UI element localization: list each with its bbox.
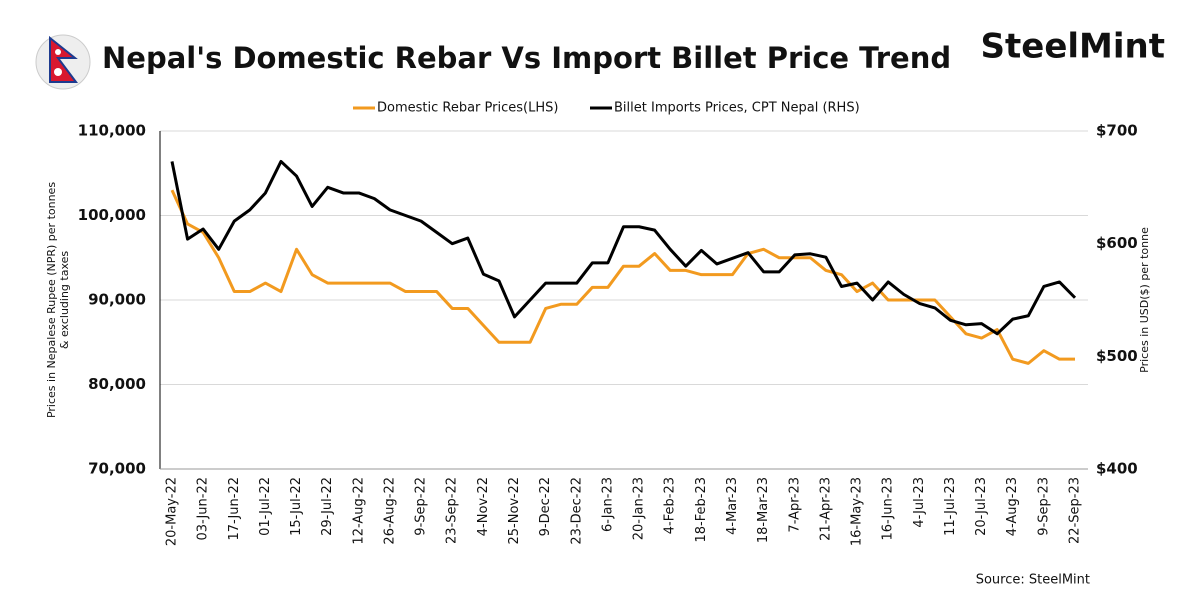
x-tick-label: 9-Sep-22 xyxy=(414,477,429,536)
y2-tick-label: $400 xyxy=(1096,460,1138,478)
x-tick-label: 4-Nov-22 xyxy=(476,477,491,536)
y-tick-label: 100,000 xyxy=(78,206,146,224)
y2-axis-title: Prices in USD($) per tonne xyxy=(1138,227,1151,373)
x-tick-label: 18-Mar-23 xyxy=(756,477,771,543)
y-tick-label: 70,000 xyxy=(88,460,146,478)
legend-label: Domestic Rebar Prices(LHS) xyxy=(377,101,558,116)
x-tick-label: 01-Jul-22 xyxy=(258,477,273,536)
x-tick-label: 03-Jun-22 xyxy=(196,477,211,541)
series-line xyxy=(170,159,1077,336)
x-tick-label: 26-Aug-22 xyxy=(382,477,397,545)
x-tick-label: 17-Jun-22 xyxy=(227,477,242,541)
x-tick-label: 18-Feb-23 xyxy=(694,477,709,542)
x-tick-label: 4-Feb-23 xyxy=(663,477,678,534)
x-tick-label: 20-Jan-23 xyxy=(632,477,647,540)
y-tick-label: 110,000 xyxy=(78,122,146,140)
y-tick-label: 90,000 xyxy=(88,291,146,309)
x-tick-label: 23-Sep-22 xyxy=(445,477,460,544)
x-tick-label: 22-Sep-23 xyxy=(1068,477,1083,544)
x-tick-label: 4-Aug-23 xyxy=(1005,477,1020,536)
x-tick-label: 9-Sep-23 xyxy=(1036,477,1051,536)
y2-tick-label: $600 xyxy=(1096,234,1138,252)
x-tick-label: 23-Dec-22 xyxy=(569,477,584,545)
source: Source: SteelMint xyxy=(976,573,1090,588)
x-tick-label: 11-Jul-23 xyxy=(943,477,958,536)
x-tick-label: 4-Mar-23 xyxy=(725,477,740,535)
y-tick-label: 80,000 xyxy=(88,375,146,393)
x-tick-label: 15-Jul-22 xyxy=(289,477,304,536)
y-axis-title: Prices in Nepalese Rupee (NPR) per tonne… xyxy=(45,182,71,418)
x-tick-label: 6-Jan-23 xyxy=(600,477,615,532)
x-tick-label: 25-Nov-22 xyxy=(507,477,522,545)
legend-label: Billet Imports Prices, CPT Nepal (RHS) xyxy=(614,101,860,116)
x-tick-label: 7-Apr-23 xyxy=(787,477,802,533)
x-tick-label: 21-Apr-23 xyxy=(818,477,833,541)
x-tick-label: 4-Jul-23 xyxy=(912,477,927,528)
x-tick-label: 12-Aug-22 xyxy=(351,477,366,545)
x-tick-label: 16-May-23 xyxy=(850,477,865,546)
y2-tick-label: $500 xyxy=(1096,347,1138,365)
nepal-flag xyxy=(35,34,91,90)
chart-title: Nepal's Domestic Rebar Vs Import Billet … xyxy=(102,41,951,75)
series-line xyxy=(170,189,1075,365)
x-tick-label: 29-Jul-22 xyxy=(320,477,335,536)
logo: SteelMint xyxy=(981,27,1165,67)
x-tick-label: 20-May-22 xyxy=(165,477,180,546)
y2-tick-label: $700 xyxy=(1096,122,1138,140)
x-tick-label: 20-Jul-23 xyxy=(974,477,989,536)
x-tick-label: 9-Dec-22 xyxy=(538,477,553,536)
x-tick-label: 16-Jun-23 xyxy=(881,477,896,541)
